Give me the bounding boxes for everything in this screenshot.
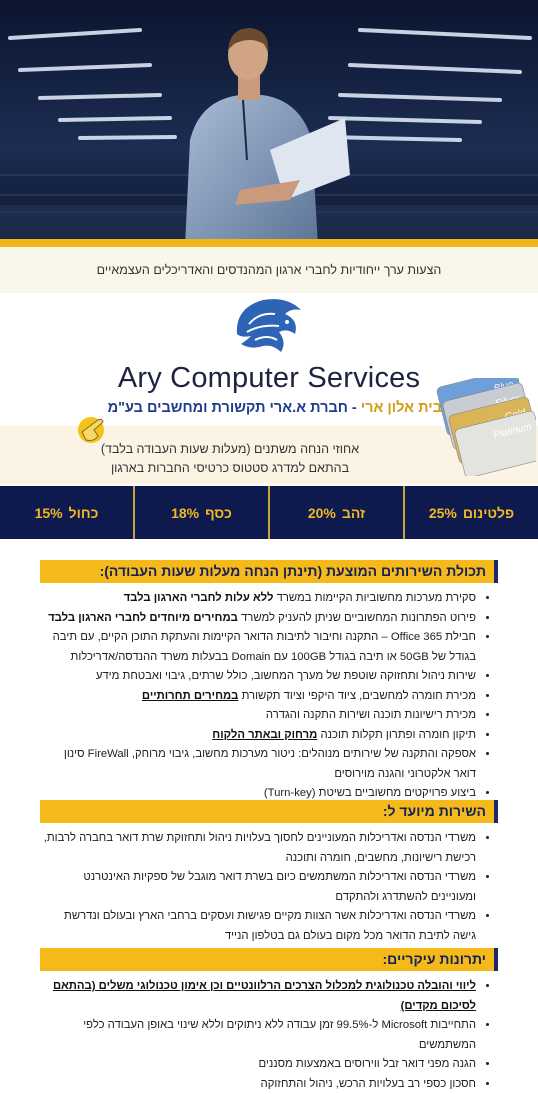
bullet-list: משרדי הנדסה ואדריכלות המעוניינים לחסוך ב…: [40, 829, 498, 946]
bullet-text: מכירת רישיונות תוכנה ושירות התקנה והגדרה: [266, 709, 476, 721]
bullet: סקירת מערכות מחשוביות הקיימות במשרד ללא …: [40, 589, 476, 609]
bullet-text: סקירת מערכות מחשוביות הקיימות במשרד: [277, 592, 476, 604]
bullet: משרדי הנדסה ואדריכלות המשתמשים כיום בשרת…: [40, 868, 476, 907]
tier-discount: 20%: [308, 505, 336, 521]
section-heading: תכולת השירותים המוצעת (תינתן הנחה מעלות …: [40, 560, 498, 583]
bullet: חסכון כספי רב בעלויות הרכש, ניהול והתחזו…: [40, 1075, 476, 1094]
bullet-text: ביצוע פרויקטים מחשוביים בשיטת (Turn-key): [264, 787, 476, 799]
discount-line: אחוזי הנחה משתנים (מעלות שעות העבודה בלב…: [80, 440, 380, 459]
bullet-text: פירוט הפתרונות המחשוביים שניתן להעניק למ…: [241, 612, 476, 624]
banner: הצעות ערך ייחודיות לחברי ארגון המהנדסים …: [0, 247, 538, 293]
bullet: התחייבות Microsoft ל-99.5% זמן עבודה ללא…: [40, 1016, 476, 1055]
bullet: מכירת רישיונות תוכנה ושירות התקנה והגדרה: [40, 706, 476, 726]
section: יתרונות עיקריים: ליווי והובלה טכנולוגית ל…: [40, 948, 498, 1094]
tier: פלטינום 25%: [403, 486, 538, 539]
tier-discount: 25%: [429, 505, 457, 521]
bullet-text: תיקון חומרה ופתרון תקלות תוכנה: [320, 729, 476, 741]
discount-text: אחוזי הנחה משתנים (מעלות שעות העבודה בלב…: [80, 440, 380, 478]
bullet: מכירת חומרה למחשבים, ציוד היקפי וציוד תק…: [40, 687, 476, 707]
section: תכולת השירותים המוצעת (תינתן הנחה מעלות …: [40, 560, 498, 804]
bullet-text: התחייבות Microsoft ל-99.5% זמן עבודה ללא…: [83, 1019, 476, 1051]
bullet: שירות ניהול ותחזוקה שוטפת של מערך המחשוב…: [40, 667, 476, 687]
bullet-list: ליווי והובלה טכנולוגית למכלול הצרכים הרל…: [40, 977, 498, 1094]
bullet-text: משרדי הנדסה ואדריכלות המעוניינים לחסוך ב…: [44, 832, 476, 864]
bullet-text: הגנה מפני דואר זבל ווירוסים באמצעות מסננ…: [258, 1058, 476, 1070]
bullet-emphasis: במחירים מיוחדים לחברי הארגון בלבד: [48, 612, 238, 624]
brand-company: - חברת א.ארי תקשורת ומחשבים בע"מ: [108, 400, 357, 416]
tier: כסף 18%: [133, 486, 268, 539]
tier: כחול 15%: [0, 486, 133, 539]
section-heading: השירות מיועד ל:: [40, 800, 498, 823]
bullet-emphasis: ליווי והובלה טכנולוגית למכלול הצרכים הרל…: [53, 980, 476, 1012]
tier: זהב 20%: [268, 486, 403, 539]
bullet-text: חבילת Office 365 – התקנה וחיבור לתיבות ה…: [53, 631, 476, 663]
hero-image: [0, 0, 538, 247]
lion-logo: [229, 294, 309, 356]
bullet: הגנה מפני דואר זבל ווירוסים באמצעות מסננ…: [40, 1055, 476, 1075]
bullet-text: שירות ניהול ותחזוקה שוטפת של מערך המחשוב…: [96, 670, 476, 682]
bullet-text: משרדי הנדסה ואדריכלות אשר הצוות מקיים פג…: [64, 910, 476, 942]
bullet-text: חסכון כספי רב בעלויות הרכש, ניהול והתחזו…: [261, 1078, 476, 1090]
bullet-text: אספקה והתקנה של שירותים מנוהלים: ניטור מ…: [64, 748, 476, 780]
page: הצעות ערך ייחודיות לחברי ארגון המהנדסים …: [0, 0, 538, 1044]
tier-name: פלטינום: [463, 505, 514, 521]
bullet: ליווי והובלה טכנולוגית למכלול הצרכים הרל…: [40, 977, 476, 1016]
bullet: תיקון חומרה ופתרון תקלות תוכנה מרחוק ובא…: [40, 726, 476, 746]
membership-cards: BlueSilverGoldPlatinum: [428, 378, 536, 476]
tier-discount: 18%: [171, 505, 199, 521]
bullet-text: משרדי הנדסה ואדריכלות המשתמשים כיום בשרת…: [83, 871, 476, 903]
bullet: חבילת Office 365 – התקנה וחיבור לתיבות ה…: [40, 628, 476, 667]
bullet: אספקה והתקנה של שירותים מנוהלים: ניטור מ…: [40, 745, 476, 784]
brand-subtitle: מבית אלון ארי - חברת א.ארי תקשורת ומחשבי…: [100, 400, 460, 416]
tier-name: כסף: [205, 505, 232, 521]
discount-line: בהתאם למדרג סטטוס כרטיסי החברות בארגון: [80, 459, 380, 478]
bullet: משרדי הנדסה ואדריכלות המעוניינים לחסוך ב…: [40, 829, 476, 868]
bullet-emphasis: ללא עלות לחברי הארגון בלבד: [124, 592, 274, 604]
section-heading: יתרונות עיקריים:: [40, 948, 498, 971]
bullet: משרדי הנדסה ואדריכלות אשר הצוות מקיים פג…: [40, 907, 476, 946]
tier-discount: 15%: [35, 505, 63, 521]
bullet-text: מכירת חומרה למחשבים, ציוד היקפי וציוד תק…: [242, 690, 476, 702]
bullet-list: סקירת מערכות מחשוביות הקיימות במשרד ללא …: [40, 589, 498, 804]
section: השירות מיועד ל: משרדי הנדסה ואדריכלות המע…: [40, 800, 498, 946]
tier-name: כחול: [69, 505, 99, 521]
bullet-emphasis: מרחוק ובאתר הלקוח: [212, 729, 317, 741]
tier-row: פלטינום 25% זהב 20% כסף 18% כחול 15%: [0, 486, 538, 539]
bullet-emphasis: במחירים תחרותיים: [142, 690, 239, 702]
bullet: פירוט הפתרונות המחשוביים שניתן להעניק למ…: [40, 609, 476, 629]
tier-name: זהב: [342, 505, 365, 521]
